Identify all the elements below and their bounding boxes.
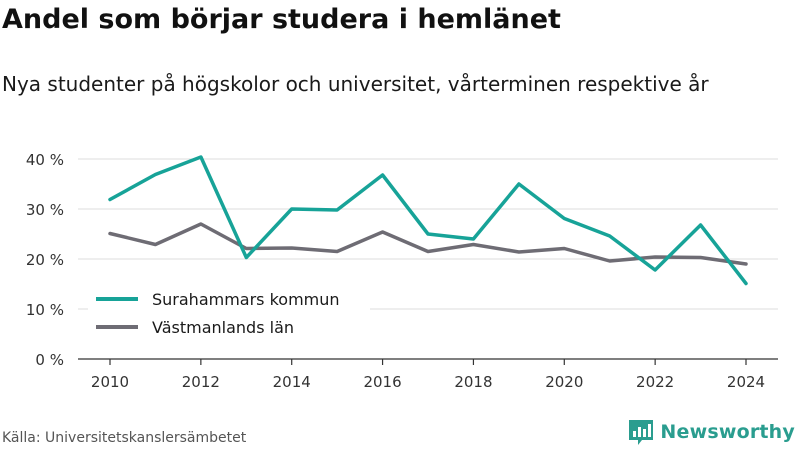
- source-note: Källa: Universitetskanslersämbetet: [2, 430, 247, 446]
- chart-subtitle: Nya studenter på högskolor och universit…: [2, 72, 709, 96]
- y-tick-label: 0 %: [35, 351, 64, 369]
- x-tick-label: 2018: [454, 373, 492, 391]
- y-tick-label: 30 %: [26, 201, 64, 219]
- y-tick-label: 40 %: [26, 151, 64, 169]
- legend-label: Surahammars kommun: [152, 290, 340, 309]
- y-tick-label: 20 %: [26, 251, 64, 269]
- legend-label: Västmanlands län: [152, 318, 294, 337]
- x-tick-label: 2014: [273, 373, 311, 391]
- legend-box: [88, 285, 370, 343]
- y-tick-label: 10 %: [26, 301, 64, 319]
- x-tick-label: 2024: [727, 373, 765, 391]
- x-tick-label: 2020: [545, 373, 583, 391]
- x-tick-label: 2010: [91, 373, 129, 391]
- line-chart: 0 % 10 % 20 % 30 % 40 % 2010 2012 2014 2016 2018 2…: [26, 151, 778, 391]
- x-tick-label: 2022: [636, 373, 674, 391]
- series-line-surahammar: [108, 155, 748, 286]
- series-line-vastmanland: [108, 222, 748, 266]
- newsworthy-brand: Newsworthy: [628, 418, 795, 446]
- brand-name: Newsworthy: [660, 421, 795, 443]
- x-tick-label: 2016: [363, 373, 401, 391]
- newsworthy-logo-icon: [629, 420, 654, 445]
- chart-title: Andel som börjar studera i hemlänet: [2, 4, 561, 35]
- x-tick-label: 2012: [182, 373, 220, 391]
